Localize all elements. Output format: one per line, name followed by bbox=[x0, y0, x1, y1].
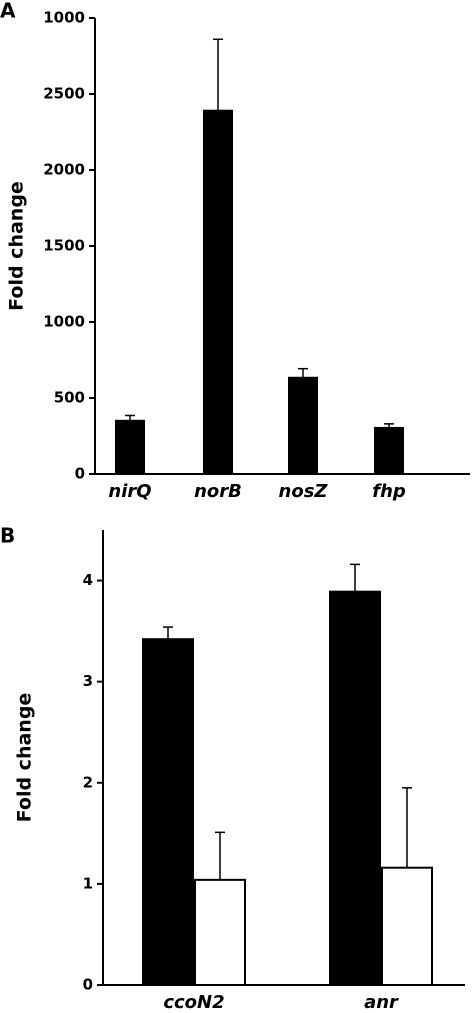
x-tick-label: fhp bbox=[372, 481, 406, 502]
bar bbox=[288, 376, 318, 475]
y-axis-label: Fold change bbox=[6, 181, 28, 311]
bar bbox=[194, 878, 246, 986]
y-tick-label: 1000 bbox=[43, 313, 85, 331]
y-axis-label: Fold change bbox=[14, 693, 36, 823]
x-tick-label: norB bbox=[194, 481, 242, 502]
y-tick-label: 500 bbox=[54, 389, 85, 407]
bar bbox=[374, 426, 404, 475]
bar bbox=[115, 419, 145, 475]
y-tick-label: 2500 bbox=[43, 85, 85, 103]
panel-label: A bbox=[0, 0, 16, 23]
x-tick-label: nosZ bbox=[279, 481, 329, 502]
panel-label: B bbox=[0, 524, 15, 548]
bar bbox=[381, 866, 433, 987]
x-tick-label: nirQ bbox=[108, 481, 151, 502]
y-tick-label: 0 bbox=[75, 465, 85, 483]
x-tick-label: ccoN2 bbox=[163, 992, 224, 1013]
bar bbox=[203, 109, 233, 475]
y-tick-label: 1500 bbox=[43, 237, 85, 255]
y-tick-label: 4 bbox=[83, 571, 93, 589]
y-tick-label: 3 bbox=[83, 672, 93, 690]
y-tick-label: 1000 bbox=[43, 9, 85, 27]
y-tick-label: 1 bbox=[83, 874, 93, 892]
y-tick-label: 0 bbox=[83, 976, 93, 994]
bar bbox=[142, 638, 194, 986]
x-tick-label: anr bbox=[364, 992, 399, 1013]
y-tick-label: 2000 bbox=[43, 161, 85, 179]
y-tick-label: 2 bbox=[83, 773, 93, 791]
bar bbox=[329, 590, 381, 987]
